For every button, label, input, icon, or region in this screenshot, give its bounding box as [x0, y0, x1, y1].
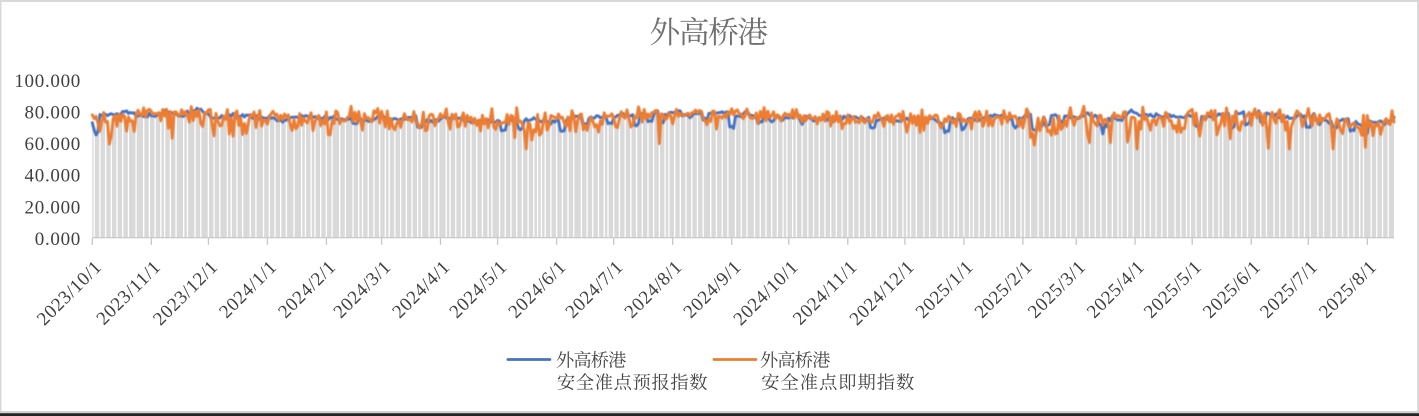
svg-text:0.000: 0.000 — [35, 229, 81, 250]
svg-text:100.000: 100.000 — [14, 71, 81, 92]
svg-text:80.000: 80.000 — [25, 102, 81, 123]
svg-text:60.000: 60.000 — [25, 134, 81, 155]
svg-text:40.000: 40.000 — [25, 166, 81, 187]
svg-text:20.000: 20.000 — [25, 197, 81, 218]
